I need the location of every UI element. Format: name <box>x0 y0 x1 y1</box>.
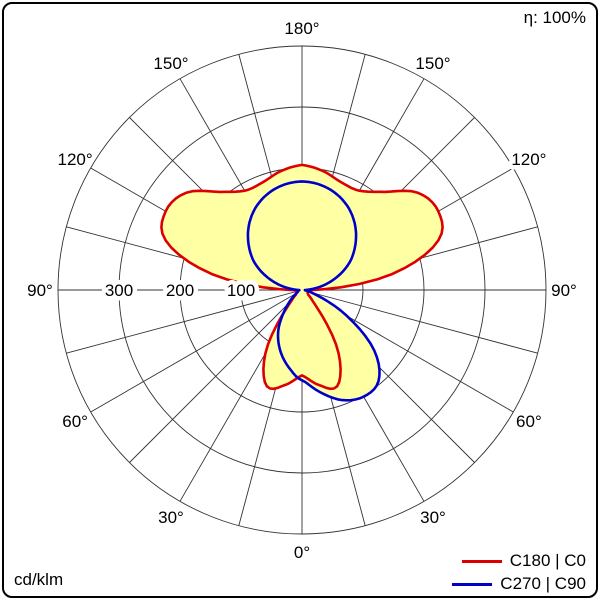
legend-item-c270-c90: C270 | C90 <box>452 574 586 594</box>
angle-tick-label: 90° <box>551 281 577 300</box>
angle-tick-label: 150° <box>153 54 188 73</box>
angle-tick-label: 120° <box>58 150 93 169</box>
radial-tick-label: 300 <box>105 281 133 300</box>
angle-tick-label: 60° <box>516 412 542 431</box>
angle-tick-label: 30° <box>420 508 446 527</box>
efficiency-label: η: 100% <box>523 8 586 27</box>
angle-tick-label: 120° <box>511 150 546 169</box>
angle-tick-label: 30° <box>158 508 184 527</box>
angle-tick-label: 60° <box>62 412 88 431</box>
unit-label: cd/klm <box>14 570 64 589</box>
angle-tick-label: 180° <box>284 19 319 38</box>
radial-tick-label: 100 <box>227 281 255 300</box>
legend-item-c180-c0: C180 | C0 <box>452 551 586 571</box>
angle-tick-label: 0° <box>294 543 310 562</box>
legend: C180 | C0 C270 | C90 <box>452 551 586 594</box>
legend-label: C180 | C0 <box>509 551 586 570</box>
red-line-swatch <box>461 559 502 563</box>
angle-tick-label: 90° <box>27 281 53 300</box>
angle-tick-label: 150° <box>415 54 450 73</box>
legend-label: C270 | C90 <box>500 574 586 593</box>
radial-tick-label: 200 <box>166 281 194 300</box>
blue-line-swatch <box>452 582 493 586</box>
